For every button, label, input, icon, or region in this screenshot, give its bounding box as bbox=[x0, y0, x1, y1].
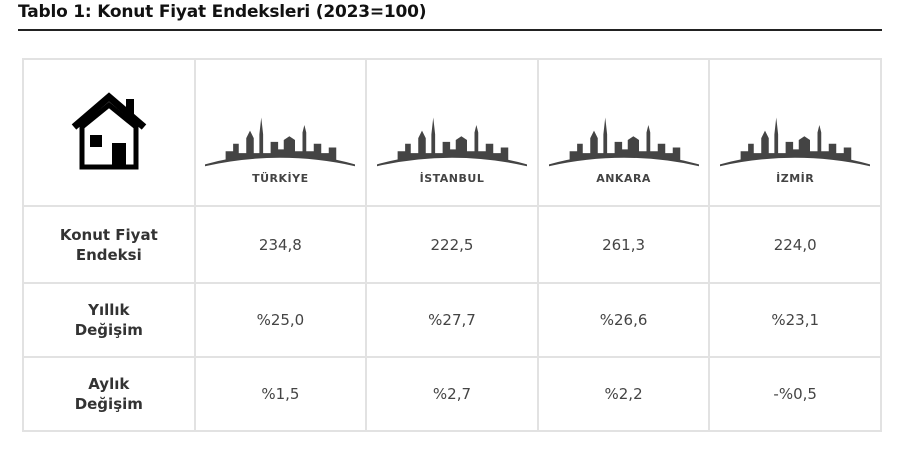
value-cell: %1,5 bbox=[193, 356, 368, 432]
value-cell: 234,8 bbox=[193, 205, 368, 284]
house-icon-cell bbox=[22, 58, 196, 207]
row-label-line: Aylık bbox=[88, 375, 130, 393]
data-row: Aylık Değişim %1,5 %2,7 %2,2 -%0,5 bbox=[22, 356, 882, 432]
city-label: ANKARA bbox=[596, 172, 651, 185]
city-header-cell: İSTANBUL bbox=[365, 58, 539, 207]
value-cell: %26,6 bbox=[536, 282, 711, 358]
title-rule bbox=[18, 29, 882, 31]
value-cell: 222,5 bbox=[365, 205, 539, 284]
value-cell: -%0,5 bbox=[708, 356, 882, 432]
house-icon bbox=[71, 91, 147, 169]
value-cell: %27,7 bbox=[365, 282, 539, 358]
value-cell: 261,3 bbox=[536, 205, 711, 284]
row-label-line: Endeksi bbox=[75, 245, 142, 264]
row-label-line: Değişim bbox=[74, 395, 143, 413]
header-row: TÜRKİYE İSTANBUL ANKARA İZMİR bbox=[22, 58, 882, 207]
value-cell: %23,1 bbox=[708, 282, 882, 358]
skyline-icon bbox=[205, 117, 356, 167]
row-label-line: Konut Fiyat bbox=[59, 225, 158, 244]
row-label-line: Değişim bbox=[74, 321, 143, 339]
row-label: Konut Fiyat Endeksi bbox=[22, 205, 196, 284]
row-label-line: Yıllık bbox=[88, 301, 130, 319]
table-title: Tablo 1: Konut Fiyat Endeksleri (2023=10… bbox=[18, 2, 427, 22]
row-label: Aylık Değişim bbox=[22, 356, 196, 432]
city-header-cell: ANKARA bbox=[536, 58, 711, 207]
data-table: TÜRKİYE İSTANBUL ANKARA İZMİR Konut Fiyat En… bbox=[22, 58, 882, 432]
value-cell: %2,2 bbox=[536, 356, 711, 432]
city-label: TÜRKİYE bbox=[252, 172, 309, 185]
skyline-icon bbox=[720, 117, 871, 167]
skyline-icon bbox=[376, 117, 527, 167]
city-header-cell: İZMİR bbox=[708, 58, 882, 207]
value-cell: %2,7 bbox=[365, 356, 539, 432]
data-row: Konut Fiyat Endeksi 234,8 222,5 261,3 224,0 bbox=[22, 205, 882, 284]
city-label: İSTANBUL bbox=[419, 172, 485, 185]
value-cell: %25,0 bbox=[193, 282, 368, 358]
data-row: Yıllık Değişim %25,0 %27,7 %26,6 %23,1 bbox=[22, 282, 882, 358]
city-header-cell: TÜRKİYE bbox=[193, 58, 368, 207]
skyline-icon bbox=[548, 117, 699, 167]
city-label: İZMİR bbox=[776, 172, 815, 185]
row-label: Yıllık Değişim bbox=[22, 282, 196, 358]
value-cell: 224,0 bbox=[708, 205, 882, 284]
